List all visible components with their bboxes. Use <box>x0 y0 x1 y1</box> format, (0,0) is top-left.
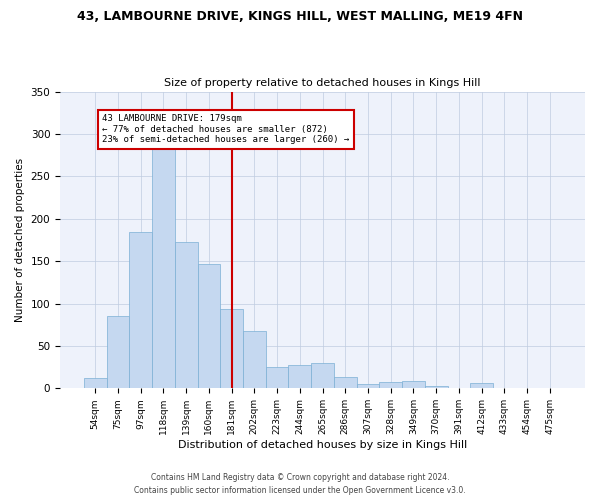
X-axis label: Distribution of detached houses by size in Kings Hill: Distribution of detached houses by size … <box>178 440 467 450</box>
Bar <box>289 366 311 388</box>
Bar <box>197 264 220 388</box>
Bar <box>107 316 130 388</box>
Bar <box>356 384 379 388</box>
Text: 43, LAMBOURNE DRIVE, KINGS HILL, WEST MALLING, ME19 4FN: 43, LAMBOURNE DRIVE, KINGS HILL, WEST MA… <box>77 10 523 23</box>
Text: Contains HM Land Registry data © Crown copyright and database right 2024.
Contai: Contains HM Land Registry data © Crown c… <box>134 474 466 495</box>
Bar <box>84 378 107 388</box>
Bar <box>243 330 266 388</box>
Bar <box>334 378 356 388</box>
Bar <box>130 232 152 388</box>
Bar <box>266 367 289 388</box>
Bar <box>311 363 334 388</box>
Text: 43 LAMBOURNE DRIVE: 179sqm
← 77% of detached houses are smaller (872)
23% of sem: 43 LAMBOURNE DRIVE: 179sqm ← 77% of deta… <box>102 114 349 144</box>
Y-axis label: Number of detached properties: Number of detached properties <box>15 158 25 322</box>
Title: Size of property relative to detached houses in Kings Hill: Size of property relative to detached ho… <box>164 78 481 88</box>
Bar <box>470 384 493 388</box>
Bar <box>152 142 175 388</box>
Bar <box>379 382 402 388</box>
Bar <box>175 242 197 388</box>
Bar <box>425 386 448 388</box>
Bar <box>402 380 425 388</box>
Bar <box>220 310 243 388</box>
